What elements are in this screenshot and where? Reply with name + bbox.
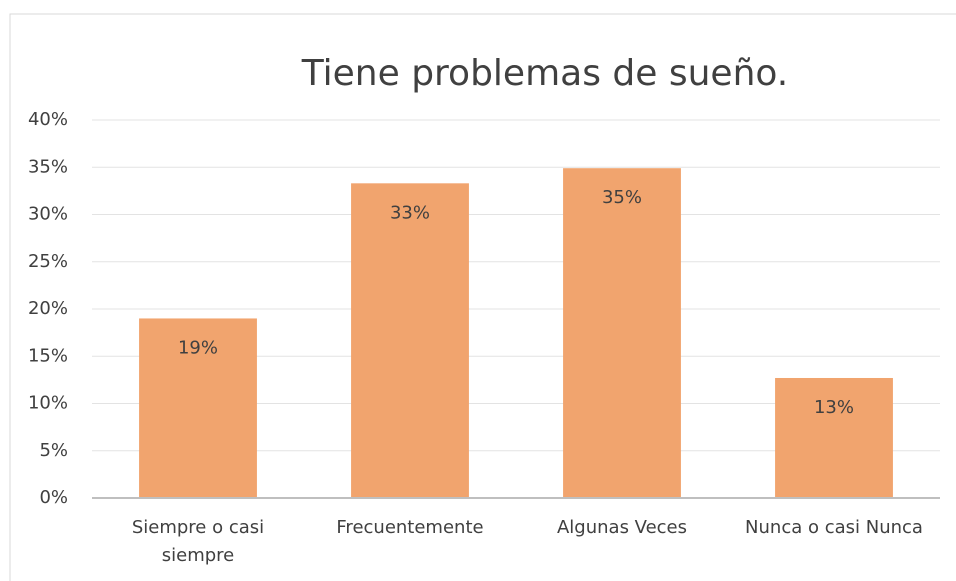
- bar: [351, 183, 469, 498]
- y-tick-label: 0%: [39, 487, 68, 508]
- data-label: 33%: [390, 202, 430, 223]
- y-tick-label: 15%: [28, 345, 68, 366]
- x-tick-label: Algunas Veces: [556, 517, 688, 538]
- y-tick-label: 5%: [39, 440, 68, 461]
- chart-title: Tiene problemas de sueño.: [301, 53, 788, 94]
- x-tick-label: Siempre o casi siempre: [131, 517, 265, 566]
- x-tick-label: Frecuentemente: [336, 517, 484, 538]
- bar: [139, 318, 257, 498]
- y-tick-label: 40%: [28, 109, 68, 130]
- bar: [563, 168, 681, 498]
- y-tick-label: 30%: [28, 204, 68, 225]
- data-label: 19%: [178, 337, 218, 358]
- y-tick-label: 10%: [28, 393, 68, 414]
- data-label: 35%: [602, 187, 642, 208]
- y-tick-label: 25%: [28, 251, 68, 272]
- y-tick-label: 20%: [28, 298, 68, 319]
- bar: [775, 377, 893, 498]
- y-tick-label: 35%: [28, 156, 68, 177]
- data-label: 13%: [814, 397, 854, 418]
- x-tick-label: Nunca o casi Nunca: [745, 517, 923, 538]
